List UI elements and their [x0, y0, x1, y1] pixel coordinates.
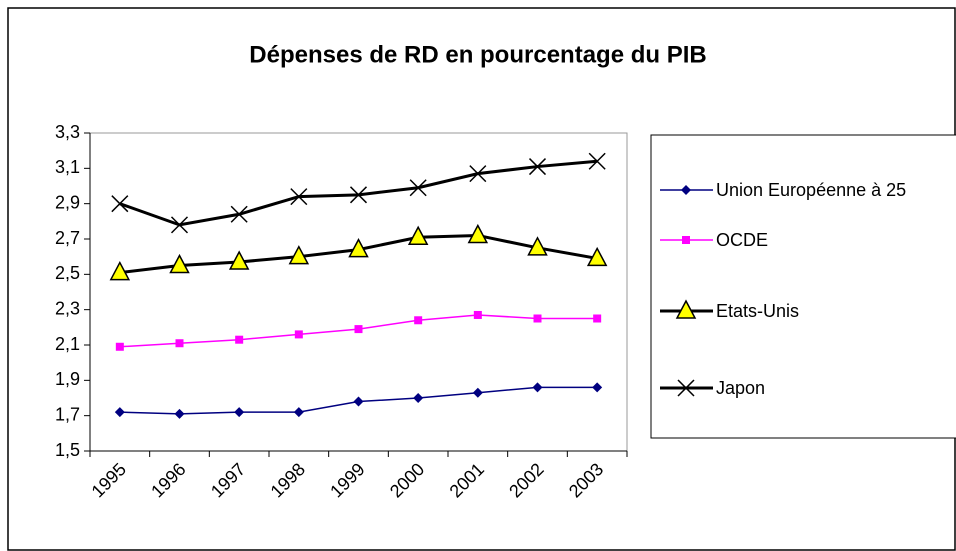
marker	[467, 223, 489, 244]
marker	[174, 408, 185, 419]
marker	[234, 407, 245, 418]
marker	[407, 225, 429, 245]
marker	[235, 335, 244, 344]
marker	[294, 330, 303, 339]
y-tick-label: 3,3	[55, 122, 80, 142]
y-tick-label: 1,7	[55, 404, 80, 424]
y-tick-label: 2,3	[55, 298, 80, 318]
marker	[593, 314, 602, 323]
marker	[175, 339, 184, 348]
marker	[677, 379, 695, 397]
marker	[532, 382, 543, 393]
y-tick-label: 3,1	[55, 157, 80, 177]
marker	[114, 407, 125, 418]
marker	[681, 185, 691, 195]
marker	[290, 188, 308, 206]
marker	[354, 325, 363, 334]
legend-label-box: Union Européenne à 25	[716, 180, 907, 200]
y-tick-label: 1,5	[55, 440, 80, 460]
marker	[472, 387, 483, 398]
legend-label-box: Etats-Unis	[716, 301, 800, 321]
marker	[111, 195, 129, 213]
marker	[228, 250, 250, 270]
legend-label: OCDE	[716, 230, 769, 250]
marker	[170, 216, 189, 234]
marker	[293, 407, 304, 418]
marker	[109, 260, 131, 281]
marker	[592, 382, 603, 393]
y-tick-label: 1,9	[55, 369, 80, 389]
marker	[353, 396, 364, 407]
marker	[469, 165, 487, 183]
marker	[527, 236, 548, 256]
chart-title: Dépenses de RD en pourcentage du PIB	[249, 41, 706, 68]
legend-label: Japon	[716, 378, 766, 398]
marker	[288, 245, 310, 265]
marker	[348, 237, 369, 258]
y-tick-label: 2,1	[55, 334, 80, 354]
marker	[588, 152, 606, 170]
marker	[414, 316, 423, 325]
marker	[409, 179, 427, 197]
legend-label: Etats-Unis	[716, 301, 800, 321]
marker	[528, 158, 547, 176]
marker	[473, 310, 482, 319]
marker	[349, 186, 368, 204]
marker	[586, 246, 608, 267]
y-tick-label: 2,7	[55, 228, 80, 248]
marker	[533, 314, 542, 323]
legend-label: Union Européenne à 25	[716, 180, 907, 200]
marker	[169, 253, 190, 274]
marker	[115, 342, 124, 351]
legend-label-box: OCDE	[716, 230, 769, 250]
y-tick-label: 2,9	[55, 192, 80, 212]
y-tick-label: 2,5	[55, 263, 80, 283]
legend-label-box: Japon	[716, 378, 766, 398]
marker	[413, 393, 424, 403]
marker	[675, 299, 697, 319]
marker	[682, 236, 690, 244]
marker	[230, 205, 248, 223]
